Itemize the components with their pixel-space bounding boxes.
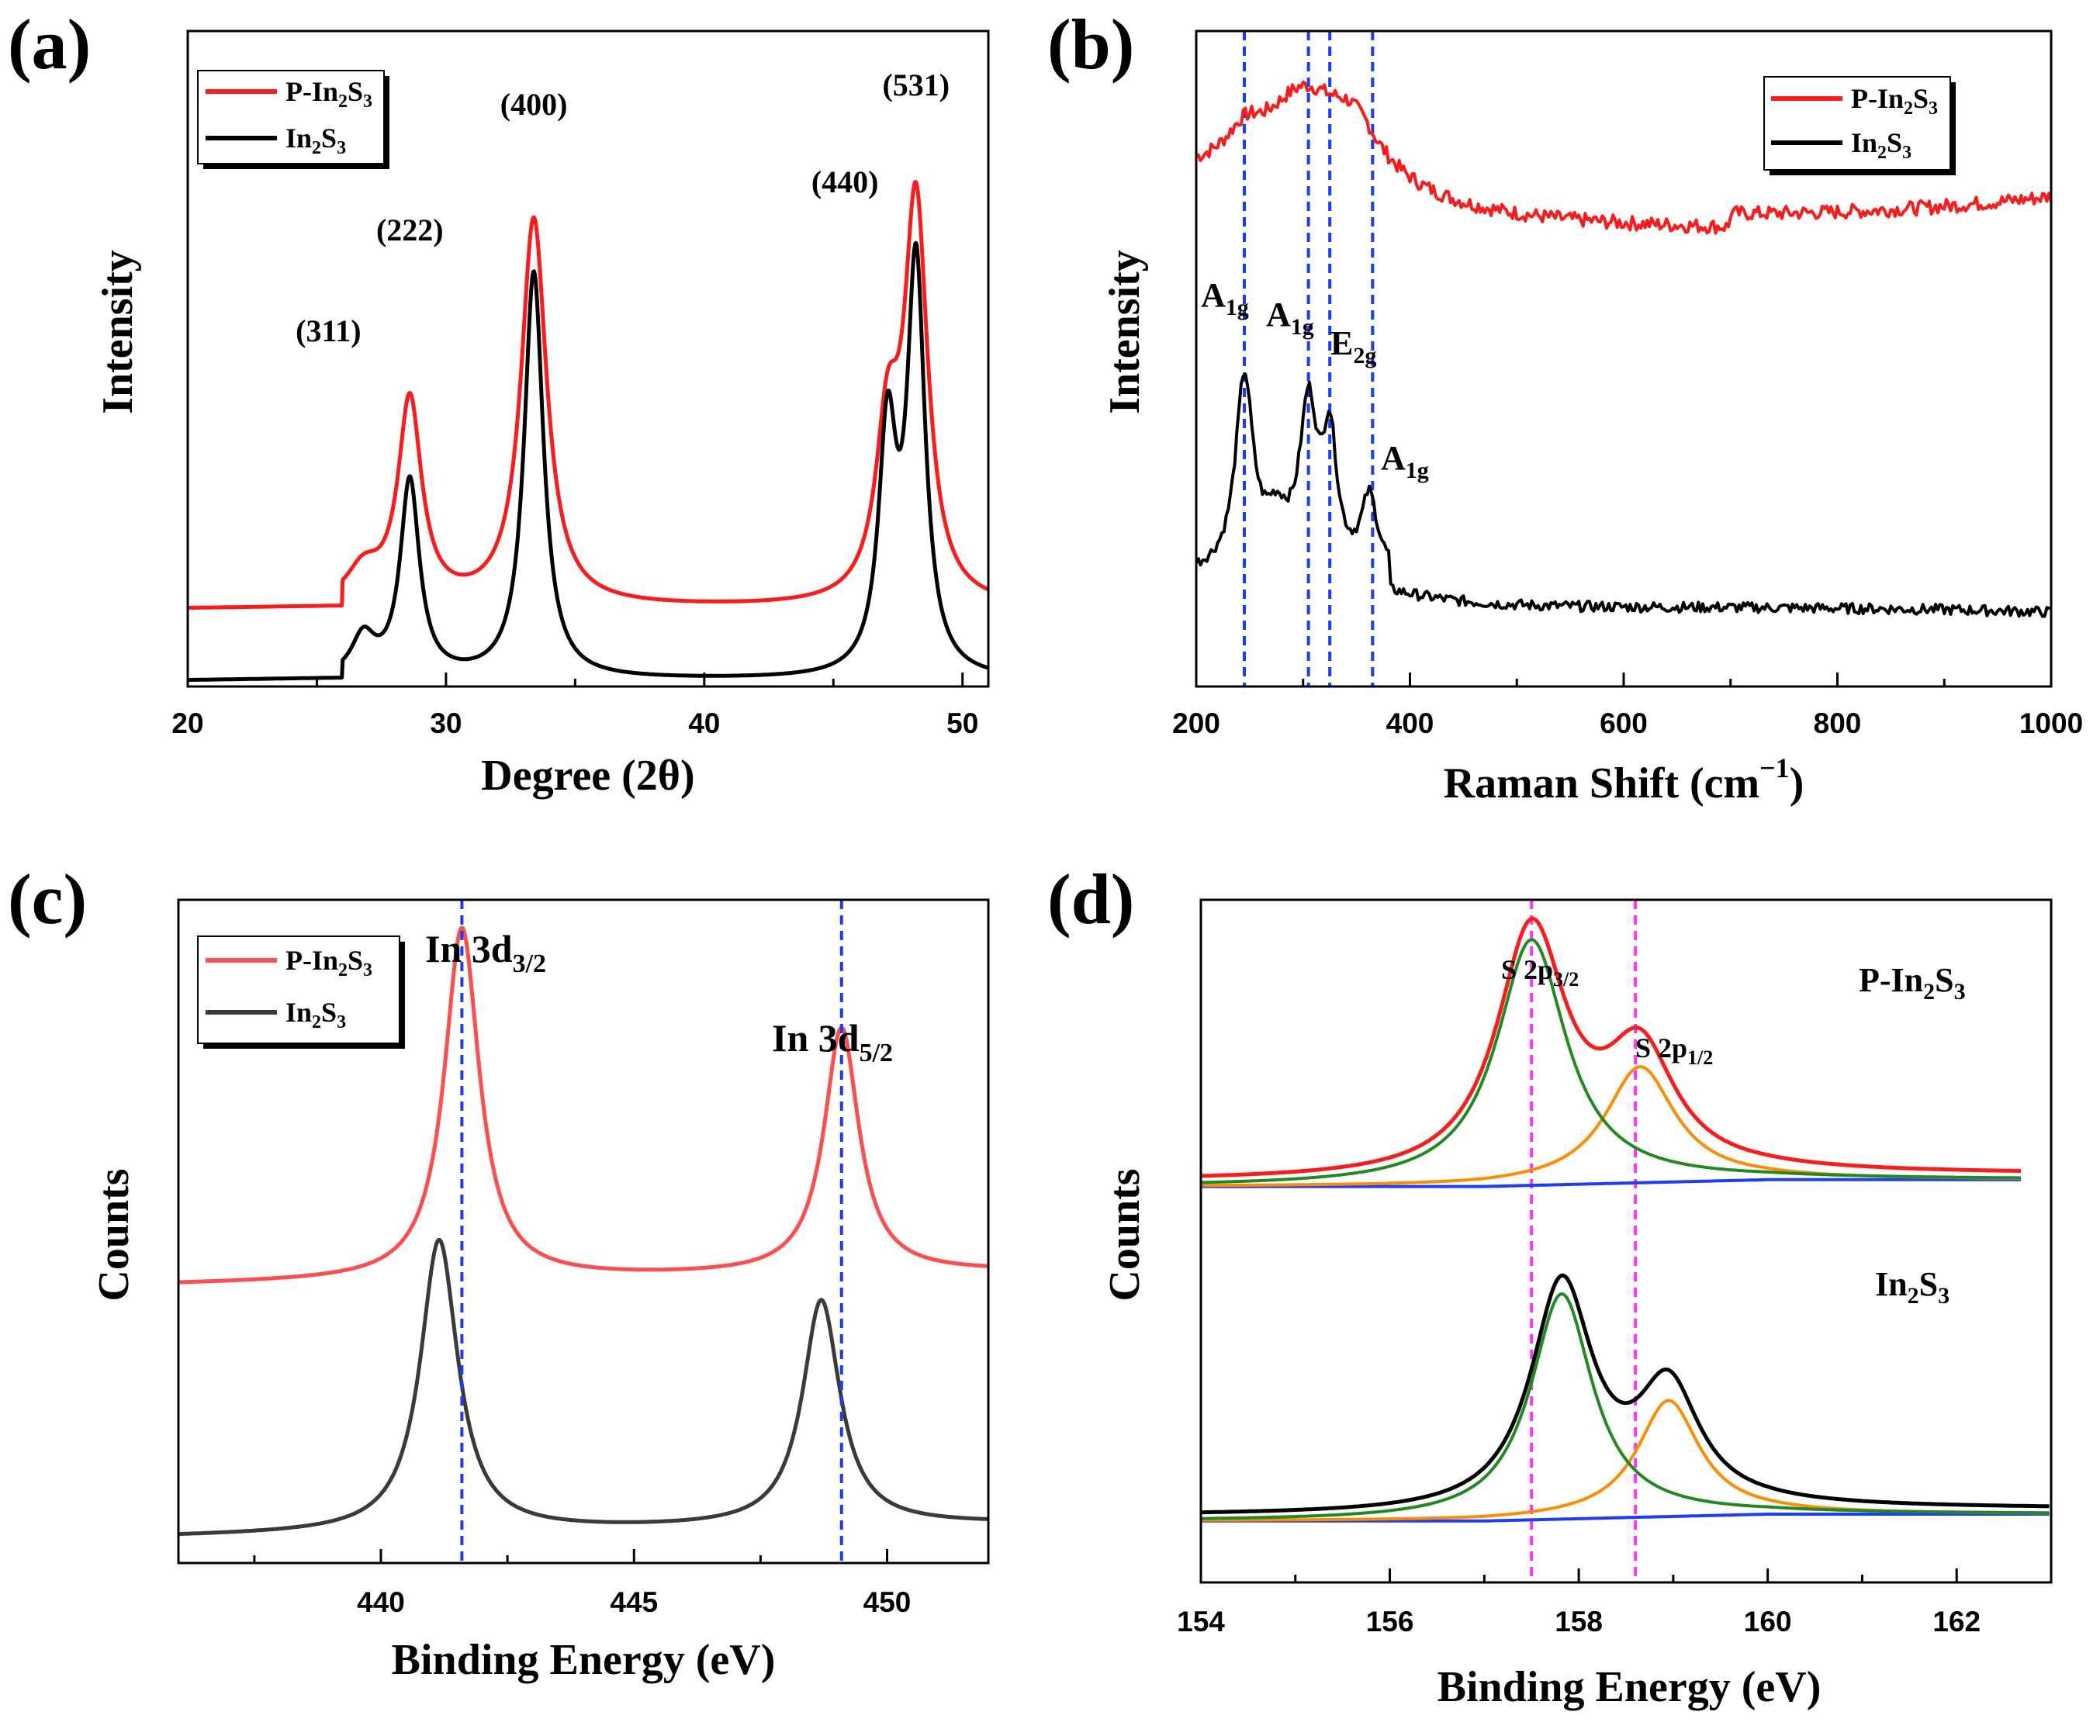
panel-label-a: (a) bbox=[8, 5, 91, 84]
legend-label-in2s3-c: In2S3 bbox=[285, 997, 346, 1032]
x-ticks-c: 440 445 450 bbox=[253, 1549, 912, 1618]
panel-a: (a) 20 30 40 50 (311) (222) (400) (440) (531) P… bbox=[8, 5, 990, 800]
xps-curve-in2s3 bbox=[177, 1238, 990, 1537]
frame-d bbox=[1199, 898, 2053, 1584]
peak-label-d-1: S 2p1/2 bbox=[1635, 1032, 1713, 1069]
legend-c: P-In2S3 In2S3 bbox=[197, 935, 405, 1049]
x-tick-label-b-800: 800 bbox=[1814, 707, 1862, 739]
y-axis-title-b: Intensity bbox=[1101, 250, 1149, 414]
peak-label-a-222: (222) bbox=[376, 213, 444, 247]
raman-curve-in2s3 bbox=[1195, 372, 2052, 618]
x-axis-title-d: Binding Energy (eV) bbox=[1437, 1663, 1821, 1711]
xps-envelope-in2s3 bbox=[1200, 1273, 2050, 1515]
xrd-curve-in2s3 bbox=[186, 240, 990, 682]
peak-label-a-440: (440) bbox=[811, 164, 879, 199]
x-ticks-b: 200 400 600 800 1000 bbox=[1172, 673, 2083, 739]
plot-area-b bbox=[1195, 31, 2053, 686]
legend-label-p-in2s3-b: P-In2S3 bbox=[1851, 83, 1938, 119]
legend-box-a bbox=[197, 70, 385, 164]
x-axis-title-a: Degree (2θ) bbox=[481, 752, 694, 800]
xps-curve-p-in2s3 bbox=[177, 925, 990, 1285]
x-tick-label-a-40: 40 bbox=[688, 707, 720, 739]
peak-label-a-311: (311) bbox=[296, 313, 361, 348]
x-tick-label-d-154: 154 bbox=[1177, 1606, 1225, 1637]
plot-area-c bbox=[177, 900, 990, 1563]
xrd-curve-p-in2s3 bbox=[186, 180, 990, 610]
x-ticks-d: 154 156 158 160 162 bbox=[1177, 1568, 2053, 1637]
x-tick-label-d-158: 158 bbox=[1555, 1606, 1603, 1637]
peak-label-c-0: In 3d3/2 bbox=[425, 927, 546, 978]
x-tick-label-c-445: 445 bbox=[610, 1586, 658, 1618]
peak-labels-c: In 3d3/2 In 3d5/2 bbox=[425, 927, 893, 1067]
plot-area-a bbox=[186, 180, 990, 682]
panel-b: (b) 200 400 600 800 1000 A1g A1g E2g A1g P-In2S… bbox=[1047, 5, 2083, 807]
legend-label-p-in2s3-c: P-In2S3 bbox=[285, 945, 372, 980]
y-axis-title-c: Counts bbox=[90, 1168, 138, 1301]
peak-label-c-1: In 3d5/2 bbox=[772, 1016, 893, 1067]
x-axis-title-b: Raman Shift (cm−1) bbox=[1444, 752, 1804, 807]
x-tick-label-b-200: 200 bbox=[1172, 707, 1220, 739]
x-axis-title-c: Binding Energy (eV) bbox=[392, 1636, 776, 1684]
panel-d: (d) 154 156 158 160 162 S 2p3/2 S 2p1/2 P-In2… bbox=[1047, 859, 2053, 1711]
panel-label-d: (d) bbox=[1047, 859, 1134, 939]
xps-background-p-in2s3 bbox=[1201, 1178, 2021, 1188]
peak-label-b-0: A1g bbox=[1201, 276, 1249, 320]
plot-area-d bbox=[1200, 900, 2050, 1582]
frame-c bbox=[177, 898, 990, 1565]
panel-c: (c) 440 445 450 In 3d3/2 In 3d5/2 P-In2S3 I… bbox=[8, 859, 990, 1684]
legend-label-in2s3-a: In2S3 bbox=[285, 123, 346, 158]
x-ticks-a: 20 30 40 50 bbox=[171, 673, 978, 739]
peak-label-a-531: (531) bbox=[882, 67, 950, 102]
legend-a: P-In2S3 In2S3 bbox=[197, 70, 389, 169]
series-label-in2s3-d: In2S3 bbox=[1875, 1265, 1950, 1309]
x-tick-label-d-162: 162 bbox=[1932, 1606, 1981, 1637]
panel-label-b: (b) bbox=[1047, 5, 1134, 84]
xps-fit-s2p32-in2s3 bbox=[1200, 1292, 2050, 1520]
peak-label-b-3: A1g bbox=[1381, 439, 1429, 483]
legend-label-in2s3-b: In2S3 bbox=[1851, 127, 1911, 163]
peak-label-d-0: S 2p3/2 bbox=[1501, 954, 1579, 991]
peak-labels-b: A1g A1g E2g A1g bbox=[1201, 276, 1429, 483]
series-label-p-in2s3-d: P-In2S3 bbox=[1859, 961, 1966, 1005]
panel-label-c: (c) bbox=[8, 859, 87, 939]
peak-label-a-400: (400) bbox=[500, 87, 568, 122]
peak-label-b-2: E2g bbox=[1330, 324, 1376, 368]
x-tick-label-a-20: 20 bbox=[171, 707, 203, 739]
x-tick-label-c-440: 440 bbox=[357, 1586, 405, 1618]
peak-labels-d: S 2p3/2 S 2p1/2 bbox=[1501, 954, 1713, 1069]
legend-box-b bbox=[1763, 76, 1951, 171]
x-tick-label-b-1000: 1000 bbox=[2019, 707, 2083, 739]
y-axis-title-d: Counts bbox=[1101, 1168, 1149, 1301]
legend-box-c bbox=[197, 935, 400, 1044]
raman-curve-p-in2s3 bbox=[1195, 80, 2053, 235]
frame-a bbox=[186, 29, 990, 688]
peak-label-b-1: A1g bbox=[1266, 296, 1314, 340]
x-tick-label-a-50: 50 bbox=[946, 707, 978, 739]
xps-fit-s2p32-p-in2s3 bbox=[1201, 938, 2021, 1184]
x-tick-label-d-156: 156 bbox=[1366, 1606, 1414, 1637]
y-axis-title-a: Intensity bbox=[94, 250, 142, 414]
x-tick-label-d-160: 160 bbox=[1744, 1606, 1792, 1637]
x-tick-label-c-450: 450 bbox=[863, 1586, 912, 1618]
x-tick-label-b-600: 600 bbox=[1600, 707, 1648, 739]
x-tick-label-a-30: 30 bbox=[430, 707, 462, 739]
xps-envelope-p-in2s3 bbox=[1200, 916, 2022, 1178]
legend-label-p-in2s3-a: P-In2S3 bbox=[285, 76, 372, 112]
peak-labels-a: (311) (222) (400) (440) (531) bbox=[296, 67, 950, 348]
legend-b: P-In2S3 In2S3 bbox=[1763, 76, 1956, 175]
x-tick-label-b-400: 400 bbox=[1386, 707, 1434, 739]
